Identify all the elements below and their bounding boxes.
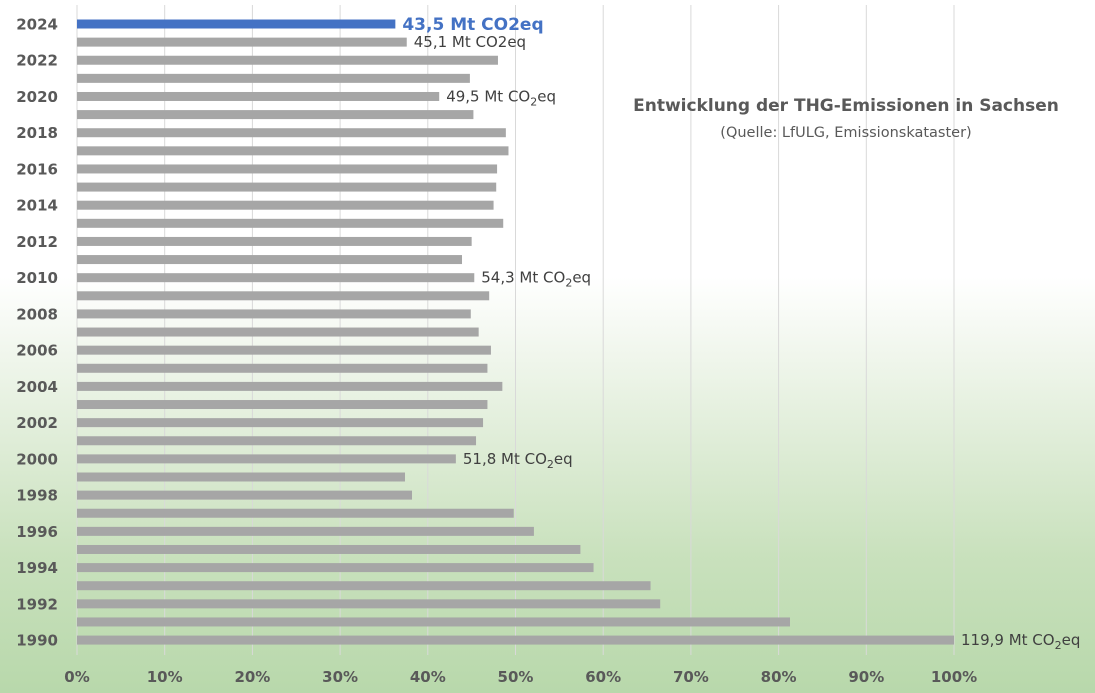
- data-label: 49,5 Mt CO2eq: [446, 87, 556, 108]
- y-tick-label: 1998: [16, 487, 58, 505]
- x-tick-label: 70%: [673, 668, 709, 686]
- bar-2001: [77, 436, 477, 446]
- bar-2008: [77, 309, 471, 319]
- y-tick-label: 2012: [16, 233, 58, 251]
- y-tick-labels: 2024 2022 2020 2018 2016 2014 2012 2010 2008 2006…: [16, 16, 58, 650]
- bar-1992: [77, 599, 661, 609]
- bar-2004: [77, 381, 503, 391]
- bar-2010: [77, 273, 475, 283]
- bar-1996: [77, 526, 534, 536]
- y-tick-label: 2014: [16, 197, 58, 215]
- y-tick-label: 2002: [16, 414, 58, 432]
- data-label: 43,5 Mt CO2eq: [402, 15, 543, 35]
- y-tick-label: 2018: [16, 124, 58, 142]
- y-tick-label: 2000: [16, 450, 58, 468]
- x-tick-label: 30%: [322, 668, 358, 686]
- chart-title: Entwicklung der THG-Emissionen in Sachse…: [633, 96, 1059, 116]
- y-tick-label: 2024: [16, 16, 58, 34]
- x-tick-label: 50%: [498, 668, 534, 686]
- bar-2013: [77, 218, 504, 228]
- bar-2017: [77, 146, 509, 156]
- data-label: 54,3 Mt CO2eq: [481, 269, 591, 290]
- x-tick-label: 40%: [410, 668, 446, 686]
- y-tick-label: 2008: [16, 305, 58, 323]
- bar-2009: [77, 291, 490, 301]
- bar-2003: [77, 400, 488, 410]
- bar-2016: [77, 164, 498, 174]
- bar-2020: [77, 91, 440, 101]
- x-tick-label: 10%: [147, 668, 183, 686]
- data-label: 45,1 Mt CO2eq: [414, 33, 526, 51]
- x-tick-label: 100%: [931, 668, 977, 686]
- bar-1997: [77, 508, 514, 518]
- bar-2000: [77, 454, 456, 464]
- bar-2006: [77, 345, 491, 355]
- data-label: 119,9 Mt CO2eq: [961, 631, 1080, 652]
- bar-2014: [77, 200, 494, 210]
- bar-1999: [77, 472, 405, 482]
- bar-2022: [77, 55, 498, 65]
- y-tick-label: 1990: [16, 632, 58, 650]
- y-tick-label: 1996: [16, 523, 58, 541]
- y-tick-label: 2016: [16, 160, 58, 178]
- bar-2005: [77, 363, 488, 373]
- bars: [77, 19, 954, 645]
- y-tick-label: 2022: [16, 52, 58, 70]
- bar-2015: [77, 182, 497, 192]
- bar-2012: [77, 236, 472, 246]
- bar-2021: [77, 73, 470, 83]
- bar-1993: [77, 581, 651, 591]
- bar-2002: [77, 418, 484, 428]
- y-tick-label: 2020: [16, 88, 58, 106]
- y-tick-label: 2004: [16, 378, 58, 396]
- bar-2024: [77, 19, 396, 29]
- chart-subtitle: (Quelle: LfULG, Emissionskataster): [720, 125, 971, 141]
- y-tick-label: 2006: [16, 342, 58, 360]
- x-tick-label: 0%: [64, 668, 89, 686]
- bar-1991: [77, 617, 791, 627]
- bar-2007: [77, 327, 479, 337]
- bar-2018: [77, 128, 506, 138]
- bar-2019: [77, 110, 474, 120]
- y-tick-label: 2010: [16, 269, 58, 287]
- y-tick-label: 1992: [16, 595, 58, 613]
- x-tick-label: 20%: [234, 668, 270, 686]
- x-tick-label: 80%: [761, 668, 797, 686]
- bar-1998: [77, 490, 413, 500]
- data-label: 51,8 Mt CO2eq: [463, 450, 573, 471]
- y-tick-label: 1994: [16, 559, 58, 577]
- bar-2023: [77, 37, 407, 47]
- bar-1990: [77, 635, 954, 645]
- bar-1995: [77, 544, 581, 554]
- x-tick-labels: 0% 10% 20% 30% 40% 50% 60% 70% 80% 90% 100%: [64, 668, 977, 686]
- bar-1994: [77, 563, 594, 573]
- x-tick-label: 60%: [585, 668, 621, 686]
- bar-2011: [77, 255, 463, 265]
- x-tick-label: 90%: [848, 668, 884, 686]
